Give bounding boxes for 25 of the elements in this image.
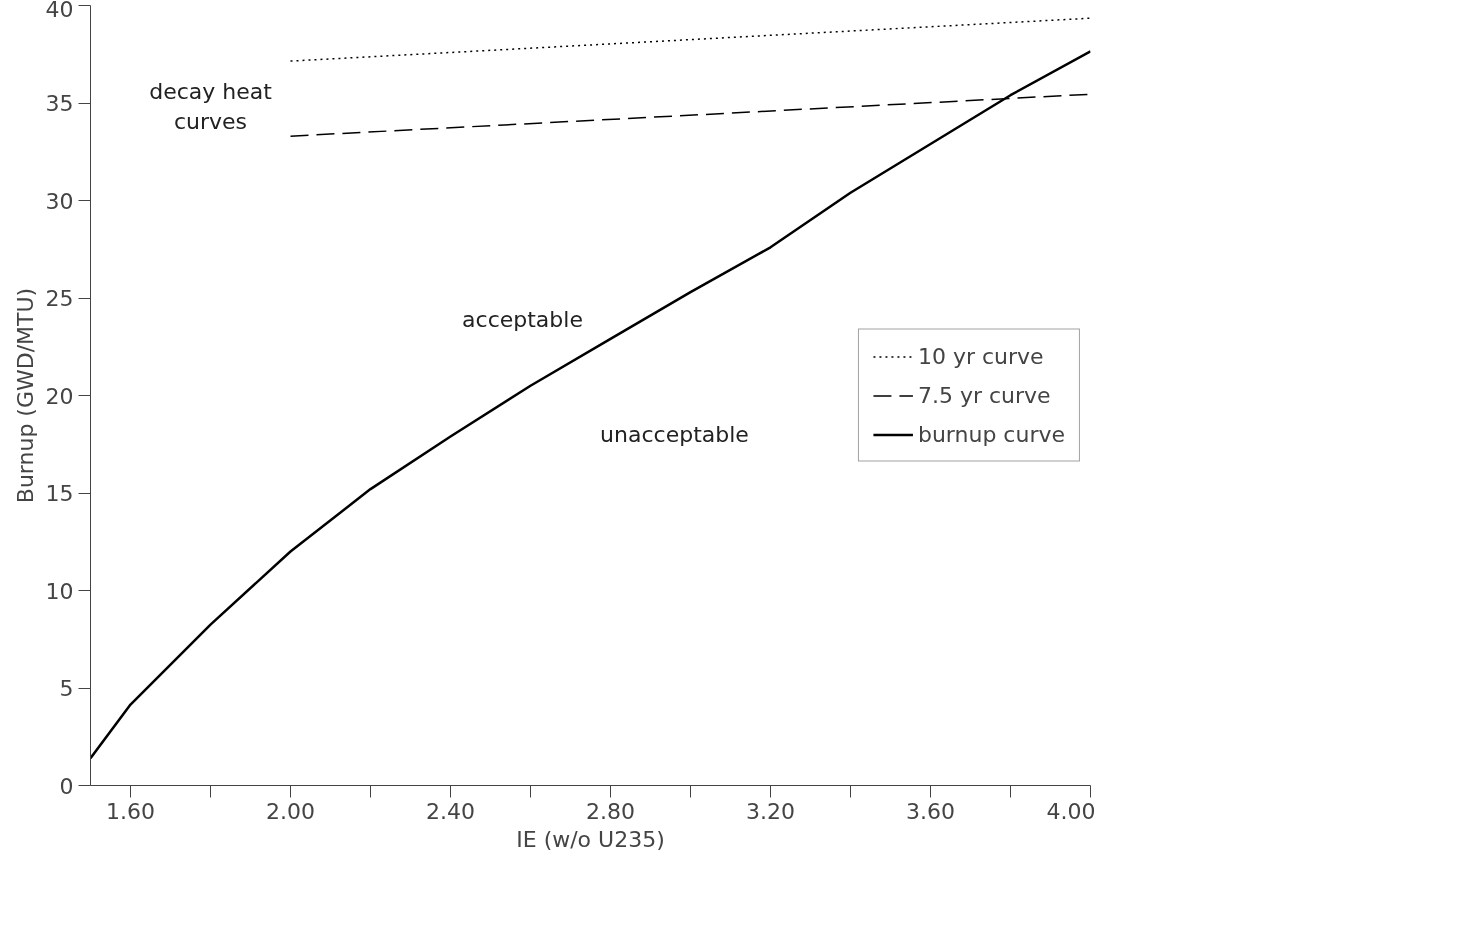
line-series [90,50,1091,760]
y-tick-label: 15 [45,481,74,506]
x-tick-label: 2.40 [426,798,475,824]
legend-label: burnup curve [917,421,1065,447]
annotation: decay heat curves [149,79,273,135]
x-tick-label: 4.00 [1046,798,1096,824]
legend-label: 7.5 yr curve [917,382,1051,408]
y-tick-label: 10 [45,578,74,604]
x-tick-label: 3.60 [906,798,955,824]
annotation: acceptable [462,306,583,332]
x-tick-label: 2.00 [266,798,315,824]
y-tick-label: 20 [45,383,74,409]
annotation: unacceptable [600,422,749,447]
y-tick-label: 5 [59,676,74,701]
x-axis-title: IE (w/o U235) [516,826,665,852]
x-tick-label: 2.80 [586,798,635,824]
y-axis-title: Burnup (GWD/MTU) [12,287,38,504]
x-tick-label: 1.60 [106,798,155,824]
y-tick-label: 25 [45,286,74,311]
legend-label: 10 yr curve [917,343,1044,369]
x-tick-label: 3.20 [746,798,795,824]
y-tick-label: 30 [45,188,74,214]
y-tick-label: 0 [59,773,74,799]
y-tick-label: 40 [45,0,74,22]
y-tick-label: 35 [45,91,74,116]
